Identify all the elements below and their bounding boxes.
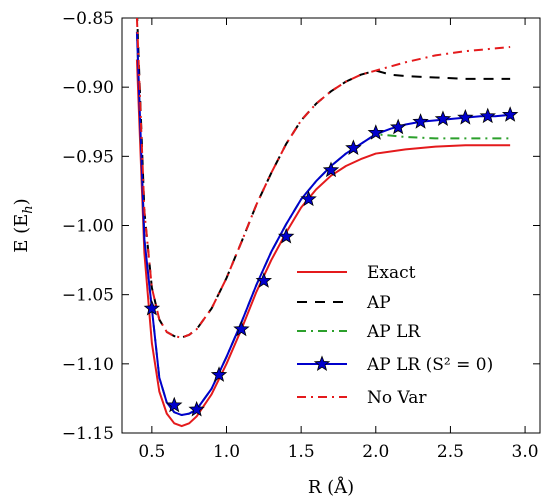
legend-entry-label: AP	[366, 293, 391, 313]
star-marker	[166, 396, 183, 413]
x-tick-label: 3.0	[512, 442, 539, 462]
y-tick-label: −0.85	[62, 9, 114, 29]
series-layer	[135, 18, 511, 428]
star-marker	[457, 108, 474, 125]
y-tick-label: −0.90	[62, 78, 114, 98]
legend-entry-label: AP LR	[366, 322, 421, 342]
star-marker	[412, 113, 429, 129]
y-tick-label: −1.10	[62, 355, 114, 375]
legend-entry-label: Exact	[367, 263, 416, 283]
x-tick-label: 1.0	[213, 442, 240, 462]
star-marker	[322, 161, 340, 178]
star-marker	[501, 106, 519, 122]
star-marker	[143, 299, 161, 316]
legend-star-marker	[313, 355, 331, 371]
series-line-ap-lr-s-0	[135, 31, 511, 417]
star-marker	[278, 227, 295, 244]
star-marker	[479, 107, 496, 124]
legend-entry-label: AP LR (S² = 0)	[366, 355, 493, 375]
star-marker	[188, 400, 205, 417]
x-tick-label: 2.0	[362, 442, 389, 462]
y-tick-label: −1.00	[62, 217, 114, 237]
axis-ticks: 0.5 1.0 1.5 2.0 2.5 3.0 −0.85 −0.90 −0.95 −1.00 −1…	[62, 9, 540, 462]
star-marker	[233, 320, 250, 337]
y-tick-label: −1.05	[62, 286, 114, 306]
star-marker	[345, 139, 362, 156]
y-tick-label: −1.15	[62, 424, 114, 444]
star-marker	[300, 190, 317, 207]
x-tick-label: 1.5	[288, 442, 315, 462]
star-marker	[210, 366, 228, 382]
star-marker	[255, 272, 273, 288]
legend: Exact AP AP LR AP LR (S² = 0) No Var	[297, 263, 493, 408]
legend-entry-label: No Var	[367, 388, 427, 408]
series-line-no-var	[135, 18, 511, 339]
star-marker	[434, 110, 452, 126]
x-tick-label: 2.5	[437, 442, 464, 462]
x-axis-label: R (Å)	[308, 476, 354, 498]
y-tick-label: −0.95	[62, 147, 114, 167]
marker-layer	[143, 106, 519, 417]
y-axis-label: E (Eh)	[11, 198, 36, 252]
star-marker	[367, 124, 384, 140]
x-tick-label: 0.5	[138, 442, 165, 462]
star-marker	[389, 118, 407, 135]
